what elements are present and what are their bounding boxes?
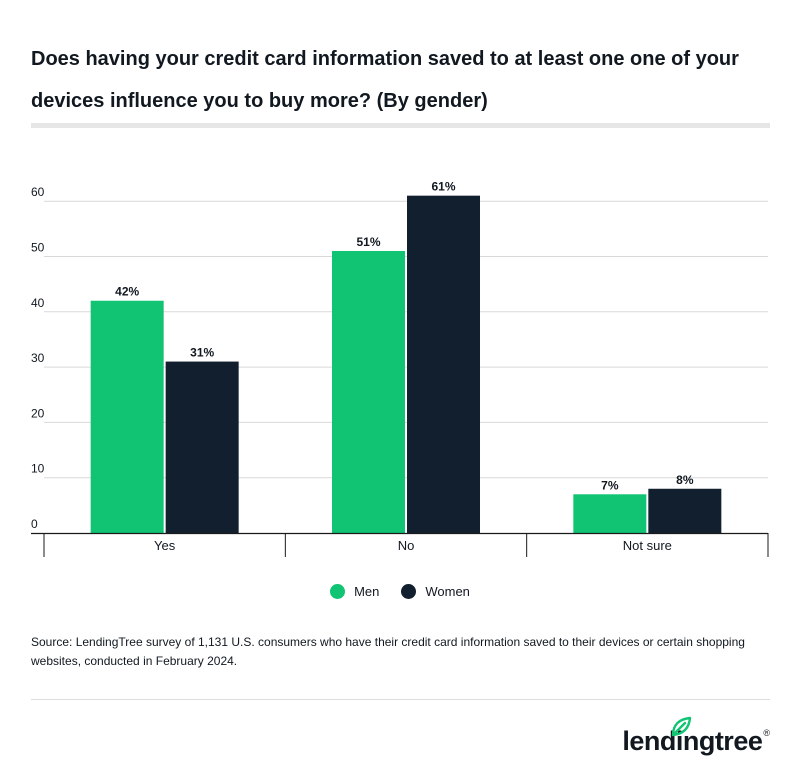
data-label-women-no: 61%: [431, 180, 455, 194]
bar-men-yes: [90, 300, 164, 533]
y-tick-0: 0: [31, 517, 38, 531]
bar-women-yes: [165, 361, 239, 533]
bar-women-not-sure: [648, 488, 722, 533]
y-tick-40: 40: [31, 296, 45, 310]
data-labels: 42% 31% 51% 61% 7% 8%: [115, 180, 694, 493]
bar-chart: 0 10 20 30 40 50 60 42% 31% 51% 61% 7% 8% Yes No Not …: [31, 180, 769, 557]
logo-registered-mark: ®: [763, 728, 770, 738]
leaf-icon: [672, 716, 692, 737]
source-note: Source: LendingTree survey of 1,131 U.S.…: [31, 635, 745, 668]
chart-title: Does having your credit card information…: [31, 48, 739, 112]
data-label-men-yes: 42%: [115, 285, 139, 299]
legend: Men Women: [0, 580, 800, 602]
legend-swatch-men: [330, 583, 346, 599]
data-label-men-not-sure: 7%: [601, 478, 619, 492]
bar-men-not-sure: [573, 494, 647, 533]
legend-item-women: Women: [401, 583, 470, 599]
x-category-yes: Yes: [154, 538, 176, 553]
legend-item-men: Men: [330, 583, 380, 599]
y-tick-20: 20: [31, 406, 45, 420]
x-category-not-sure: Not sure: [623, 538, 672, 553]
data-label-women-not-sure: 8%: [676, 473, 694, 487]
legend-label-women: Women: [425, 583, 470, 599]
x-axis: [31, 532, 769, 557]
bar-men-no: [332, 250, 405, 533]
bars: [90, 195, 722, 534]
data-label-men-no: 51%: [356, 235, 380, 249]
x-category-no: No: [398, 538, 415, 553]
footer-divider: [31, 699, 770, 700]
legend-swatch-women: [401, 583, 417, 599]
title-divider: [31, 123, 770, 128]
y-tick-60: 60: [31, 185, 45, 199]
y-tick-10: 10: [31, 462, 45, 476]
y-tick-30: 30: [31, 351, 45, 365]
bar-women-no: [407, 195, 480, 534]
y-tick-50: 50: [31, 241, 45, 255]
data-label-women-yes: 31%: [190, 346, 214, 360]
lendingtree-logo: lendingtree ®: [622, 716, 770, 756]
y-axis-ticks: 0 10 20 30 40 50 60: [31, 185, 45, 531]
x-axis-categories: Yes No Not sure: [154, 538, 672, 553]
gridlines: [44, 200, 768, 479]
legend-label-men: Men: [354, 583, 380, 599]
logo-wordmark: lendingtree: [622, 726, 763, 756]
